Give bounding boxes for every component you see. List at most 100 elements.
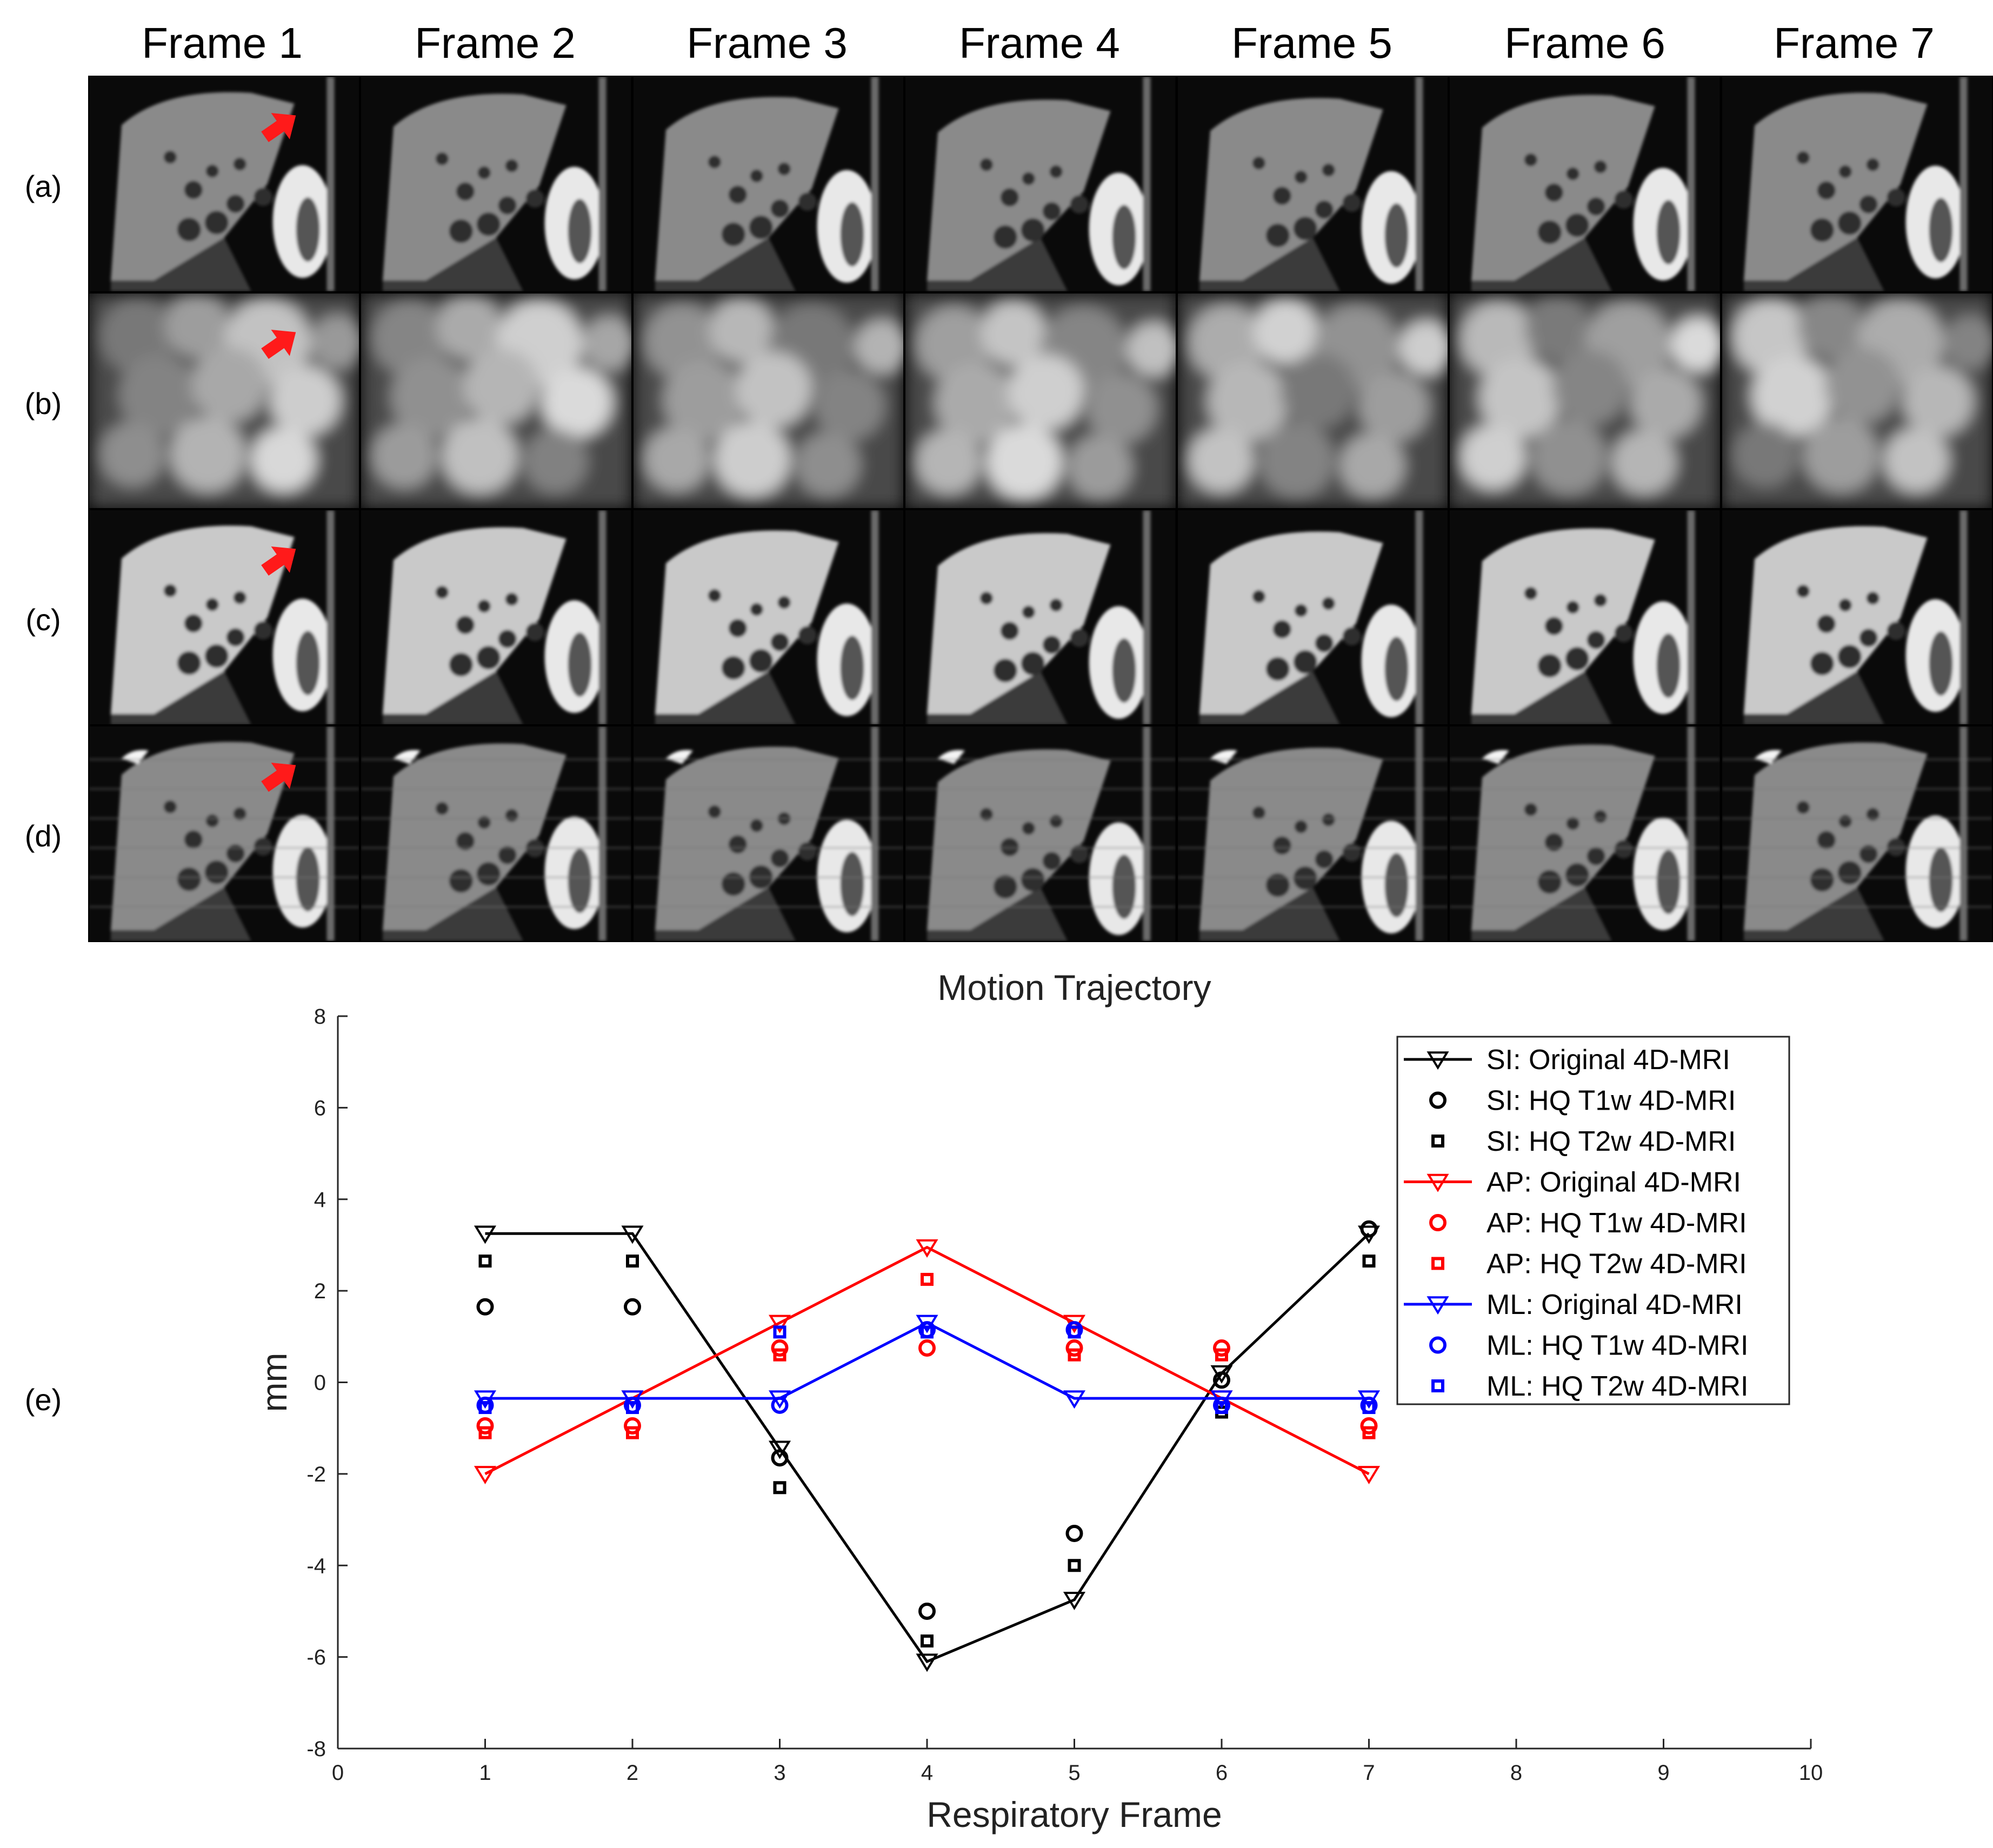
legend-marker (1427, 1051, 1449, 1070)
mri-image (1450, 510, 1720, 725)
mri-image (1450, 293, 1720, 508)
data-point (476, 1417, 494, 1435)
mri-image (89, 510, 359, 725)
chart-title: Motion Trajectory (937, 968, 1211, 1008)
data-point (1362, 1426, 1376, 1439)
legend-entry-label: ML: HQ T2w 4D-MRI (1487, 1371, 1748, 1402)
data-point (1065, 1524, 1083, 1542)
data-point (921, 1272, 934, 1286)
data-point (624, 1298, 641, 1316)
data-point (1362, 1255, 1376, 1268)
legend-entry-label: AP: HQ T1w 4D-MRI (1487, 1207, 1747, 1239)
legend-entry-label: ML: HQ T1w 4D-MRI (1487, 1330, 1748, 1362)
legend-marker (1431, 1135, 1444, 1148)
y-tick-label: 2 (314, 1279, 326, 1303)
data-point (1068, 1348, 1081, 1362)
x-tick-label: 9 (1657, 1761, 1669, 1785)
mri-image (89, 293, 359, 508)
data-point (768, 1315, 791, 1333)
x-tick-label: 4 (921, 1761, 933, 1785)
mri-image (905, 510, 1176, 725)
data-point (1360, 1220, 1378, 1238)
row-label-a: (a) (24, 169, 62, 203)
data-point (1215, 1401, 1228, 1415)
data-point (478, 1255, 492, 1268)
data-point (476, 1298, 494, 1316)
data-point (1357, 1466, 1381, 1485)
x-tick-label: 2 (626, 1761, 638, 1785)
legend-marker (1431, 1257, 1444, 1270)
data-point (918, 1339, 936, 1357)
mri-image (633, 726, 904, 941)
red-arrow-icon (261, 763, 296, 792)
mri-image (1177, 510, 1448, 725)
mri-image (1722, 510, 1992, 725)
y-tick-label: 0 (314, 1371, 326, 1395)
data-point (918, 1602, 936, 1620)
mri-image (905, 77, 1176, 291)
data-point (1063, 1390, 1086, 1409)
data-point (916, 1653, 938, 1672)
red-arrow-icon (261, 113, 296, 143)
legend-entry-label: AP: HQ T2w 4D-MRI (1487, 1249, 1747, 1280)
mri-image (89, 77, 359, 291)
y-axis-label: mm (254, 1353, 294, 1412)
x-tick-label: 3 (774, 1761, 785, 1785)
data-point (478, 1401, 492, 1415)
data-point (474, 1466, 497, 1485)
data-point (626, 1255, 639, 1268)
mri-image (89, 726, 359, 941)
y-tick-label: -6 (306, 1646, 326, 1670)
data-point (1063, 1592, 1086, 1610)
legend-marker (1427, 1296, 1449, 1315)
data-point (626, 1401, 639, 1415)
x-axis-label: Respiratory Frame (926, 1794, 1222, 1834)
y-tick-label: 8 (314, 1005, 326, 1029)
data-point (921, 1325, 934, 1339)
frame-label-1: Frame 1 (142, 19, 303, 67)
legend-marker (1429, 1214, 1447, 1231)
data-point (921, 1634, 934, 1647)
mri-image (361, 510, 631, 725)
data-point (474, 1225, 497, 1244)
y-tick-label: -4 (306, 1554, 326, 1578)
y-tick-label: 6 (314, 1096, 326, 1120)
mri-image (633, 293, 904, 508)
data-point (771, 1396, 789, 1414)
data-point (1360, 1417, 1378, 1435)
data-point (1362, 1401, 1376, 1415)
data-point (773, 1348, 786, 1362)
legend-entry-label: SI: HQ T2w 4D-MRI (1487, 1126, 1736, 1157)
frame-label-5: Frame 5 (1231, 19, 1392, 67)
mri-image (1177, 726, 1448, 941)
x-tick-label: 7 (1363, 1761, 1375, 1785)
mri-image (1177, 77, 1448, 291)
data-point (1213, 1339, 1230, 1357)
frame-label-6: Frame 6 (1504, 19, 1665, 67)
mri-image (633, 510, 904, 725)
row-label-b: (b) (24, 386, 62, 421)
legend-entry-label: AP: Original 4D-MRI (1487, 1167, 1741, 1198)
y-tick-label: -2 (306, 1463, 326, 1486)
data-point (1213, 1371, 1230, 1389)
row-label-d: (d) (24, 819, 62, 853)
mri-image (1177, 293, 1448, 508)
frame-label-7: Frame 7 (1774, 19, 1935, 67)
legend-marker (1429, 1091, 1447, 1109)
data-point (773, 1481, 786, 1495)
legend-marker (1429, 1336, 1447, 1354)
x-tick-label: 8 (1510, 1761, 1522, 1785)
legend-entry-label: ML: Original 4D-MRI (1487, 1289, 1743, 1320)
legend-entry-label: SI: Original 4D-MRI (1487, 1044, 1730, 1076)
x-tick-label: 5 (1068, 1761, 1080, 1785)
data-point (1068, 1559, 1081, 1572)
frame-label-3: Frame 3 (686, 19, 848, 67)
mri-image-grid (88, 76, 1993, 942)
data-point (773, 1325, 786, 1339)
x-tick-label: 1 (479, 1761, 491, 1785)
legend-marker (1431, 1379, 1444, 1392)
data-point (916, 1239, 938, 1258)
frame-label-2: Frame 2 (415, 19, 576, 67)
legend-marker (1427, 1173, 1449, 1192)
x-tick-label: 0 (332, 1761, 344, 1785)
